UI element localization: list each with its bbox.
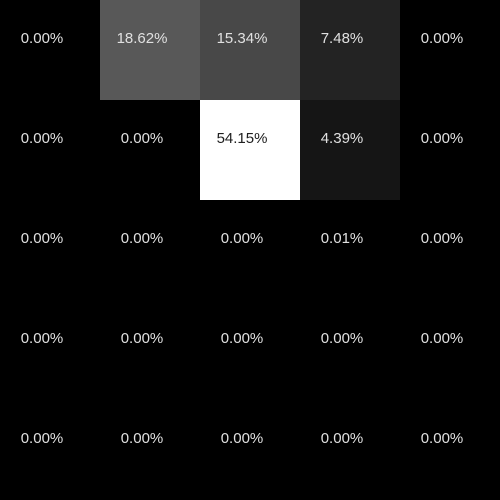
heatmap-cell-label-r3-c1: 0.00%: [120, 329, 164, 347]
heatmap-cell-r2-c4: 0.00%: [400, 200, 500, 300]
heatmap-cell-label-r3-c0: 0.00%: [20, 329, 64, 347]
heatmap-cell-r3-c0: 0.00%: [0, 300, 100, 400]
heatmap-cell-r0-c4: 0.00%: [400, 0, 500, 100]
heatmap-cell-label-r2-c0: 0.00%: [20, 229, 64, 247]
heatmap-cell-label-r1-c0: 0.00%: [20, 129, 64, 147]
heatmap-cell-label-r1-c1: 0.00%: [120, 129, 164, 147]
heatmap-cell-label-r3-c2: 0.00%: [220, 329, 264, 347]
heatmap-cell-label-r4-c0: 0.00%: [20, 429, 64, 447]
heatmap-cell-r4-c2: 0.00%: [200, 400, 300, 500]
heatmap-cell-label-r4-c1: 0.00%: [120, 429, 164, 447]
heatmap-cell-label-r0-c4: 0.00%: [420, 29, 464, 47]
heatmap-cell-r4-c1: 0.00%: [100, 400, 200, 500]
heatmap-cell-r0-c0: 0.00%: [0, 0, 100, 100]
heatmap-cell-r0-c2: 15.34%: [200, 0, 300, 100]
heatmap-cell-r3-c4: 0.00%: [400, 300, 500, 400]
heatmap-cell-label-r2-c4: 0.00%: [420, 229, 464, 247]
heatmap-cell-label-r0-c1: 18.62%: [116, 29, 168, 47]
heatmap-cell-r1-c3: 4.39%: [300, 100, 400, 200]
heatmap-cell-r2-c0: 0.00%: [0, 200, 100, 300]
heatmap-cell-label-r1-c3: 4.39%: [320, 129, 364, 147]
heatmap-cell-label-r2-c2: 0.00%: [220, 229, 264, 247]
heatmap-cell-label-r4-c3: 0.00%: [320, 429, 364, 447]
heatmap-cell-r1-c0: 0.00%: [0, 100, 100, 200]
heatmap-cell-label-r4-c2: 0.00%: [220, 429, 264, 447]
heatmap-cell-r0-c1: 18.62%: [100, 0, 200, 100]
heatmap-cell-r2-c1: 0.00%: [100, 200, 200, 300]
heatmap-cell-r2-c2: 0.00%: [200, 200, 300, 300]
heatmap-cell-r3-c1: 0.00%: [100, 300, 200, 400]
heatmap-cell-r3-c2: 0.00%: [200, 300, 300, 400]
heatmap-cell-label-r3-c4: 0.00%: [420, 329, 464, 347]
heatmap-cell-label-r0-c3: 7.48%: [320, 29, 364, 47]
heatmap-cell-r1-c4: 0.00%: [400, 100, 500, 200]
heatmap-cell-r4-c0: 0.00%: [0, 400, 100, 500]
heatmap-cell-label-r2-c3: 0.01%: [320, 229, 364, 247]
heatmap-cell-r0-c3: 7.48%: [300, 0, 400, 100]
heatmap-cell-label-r4-c4: 0.00%: [420, 429, 464, 447]
heatmap-cell-label-r0-c0: 0.00%: [20, 29, 64, 47]
heatmap-cell-r4-c4: 0.00%: [400, 400, 500, 500]
heatmap-cell-label-r1-c4: 0.00%: [420, 129, 464, 147]
heatmap-cell-r1-c2: 54.15%: [200, 100, 300, 200]
heatmap-cell-r1-c1: 0.00%: [100, 100, 200, 200]
heatmap-cell-r4-c3: 0.00%: [300, 400, 400, 500]
heatmap-cell-label-r1-c2: 54.15%: [216, 129, 268, 147]
heatmap-cell-label-r0-c2: 15.34%: [216, 29, 268, 47]
heatmap-cell-r3-c3: 0.00%: [300, 300, 400, 400]
heatmap-cell-label-r2-c1: 0.00%: [120, 229, 164, 247]
heatmap-cell-r2-c3: 0.01%: [300, 200, 400, 300]
heatmap-cell-label-r3-c3: 0.00%: [320, 329, 364, 347]
